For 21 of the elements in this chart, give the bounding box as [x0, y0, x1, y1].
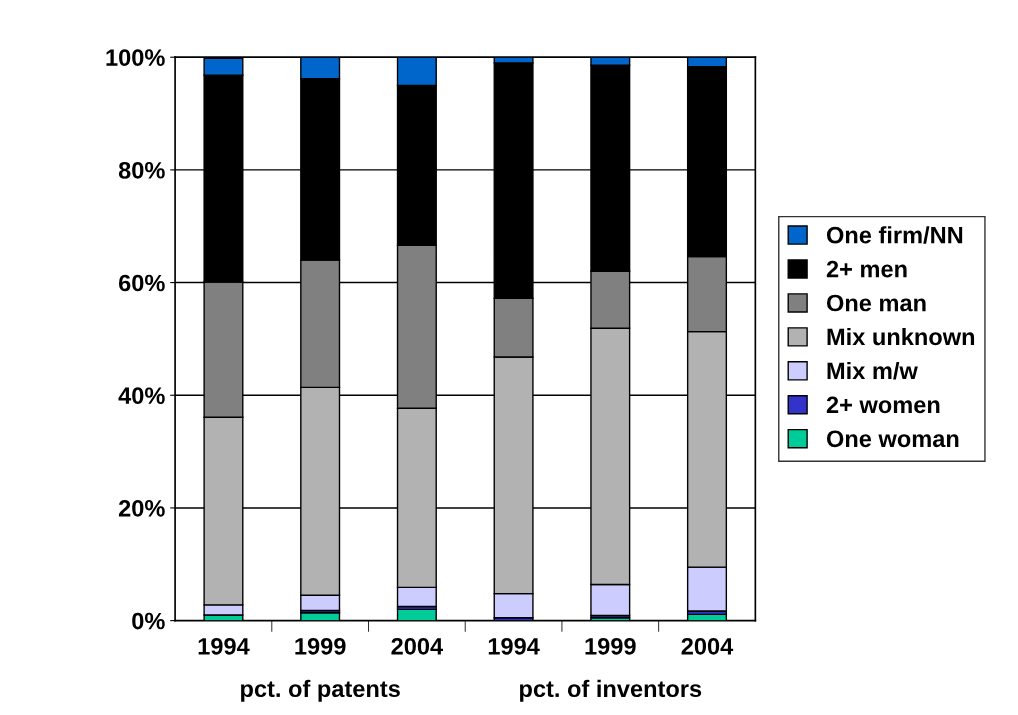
x-tick-label: 1994: [198, 637, 250, 655]
legend-label: One firm/NN: [826, 226, 963, 244]
x-tick-label: 2004: [681, 637, 734, 655]
y-tick-label: 60%: [118, 274, 165, 292]
y-tick-label: 80%: [118, 161, 165, 179]
y-tick-label: 40%: [118, 387, 165, 405]
text: pct. of inventors: [520, 679, 702, 702]
legend-label: One man: [826, 294, 926, 312]
y-tick-label: 100%: [106, 49, 165, 66]
legend-label: Mix m/w: [827, 361, 918, 380]
legend-label: 2+ men: [826, 260, 907, 278]
x-tick-label: 1994: [488, 637, 540, 655]
x-tick-label: 1999: [295, 637, 346, 655]
legend-label: Mix unknown: [827, 327, 975, 346]
x-tick-label: 2004: [391, 637, 444, 655]
text: pct. of patents: [241, 679, 400, 702]
x-tick-label: 1999: [585, 637, 636, 655]
y-tick-label: 20%: [118, 500, 165, 517]
legend-label: 2+ women: [826, 396, 940, 414]
y-tick-label: 0%: [132, 612, 165, 630]
legend-label: One woman: [826, 430, 959, 448]
